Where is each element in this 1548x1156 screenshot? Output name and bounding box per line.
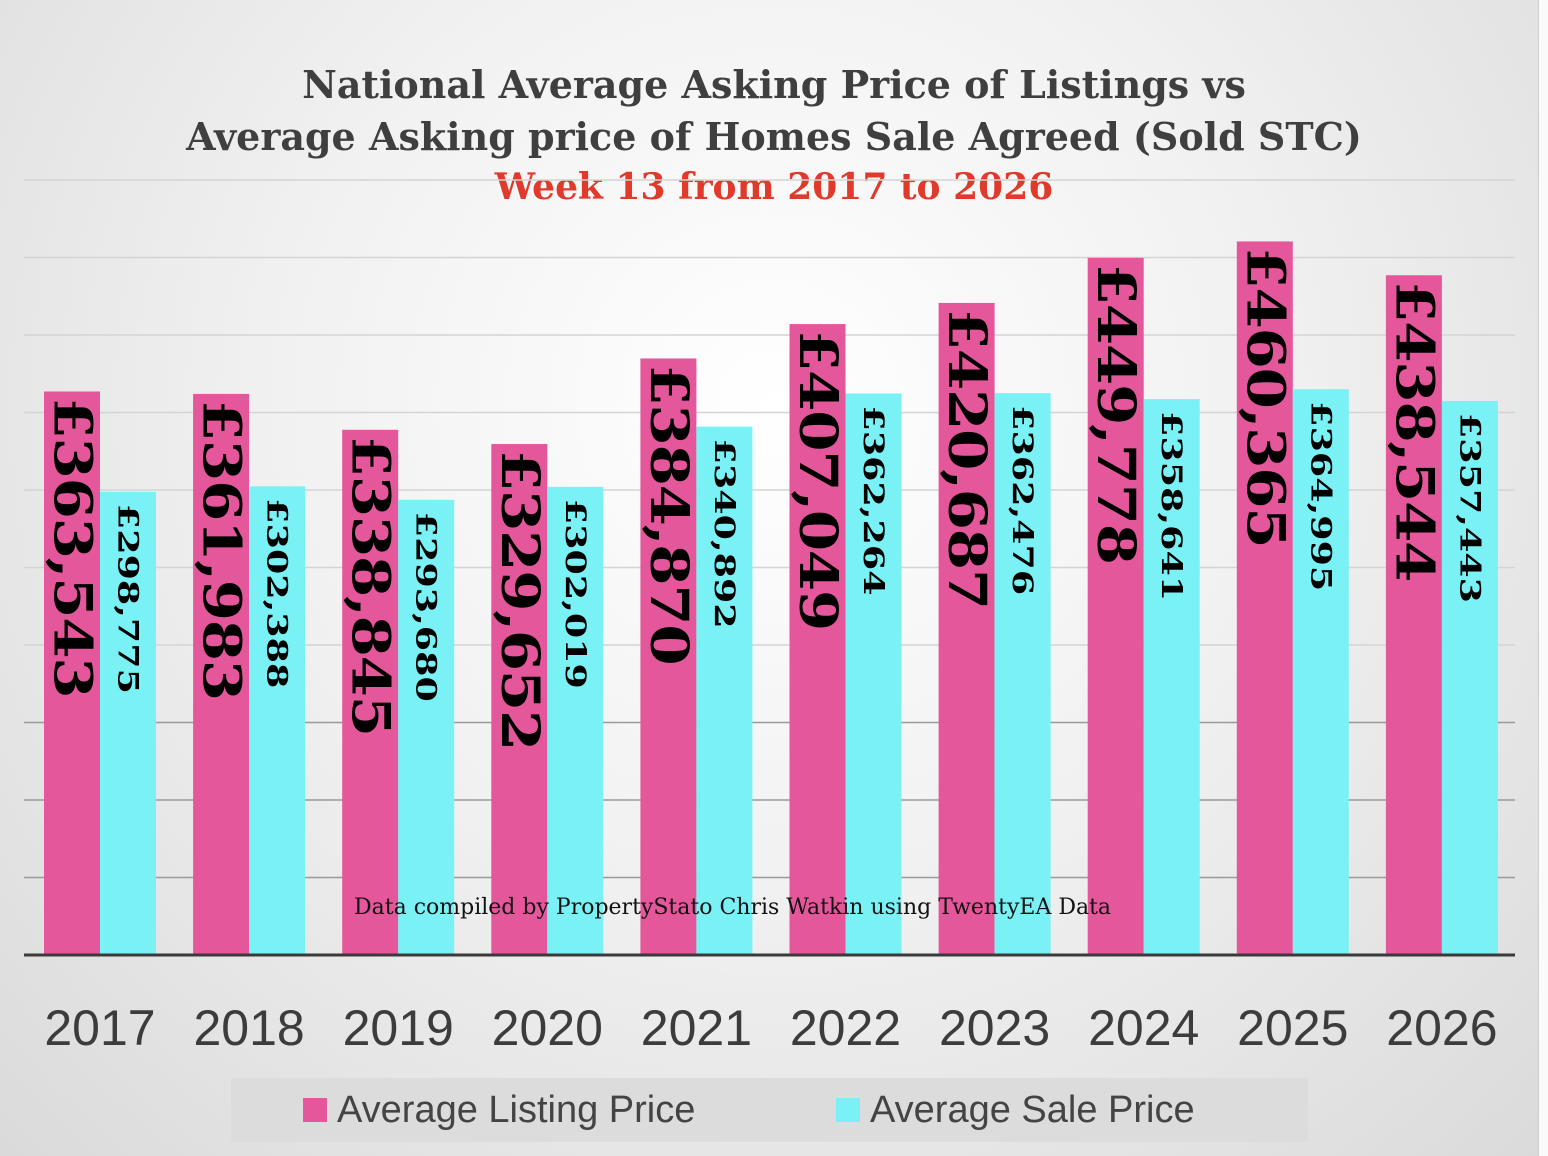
data-label-sale: £357,443 xyxy=(1453,413,1486,603)
data-label-sale: £358,641 xyxy=(1155,411,1188,601)
bar-listing-price xyxy=(640,358,697,955)
data-label-listing: £407,049 xyxy=(787,330,848,630)
data-label-listing: £363,543 xyxy=(42,398,103,698)
bar-listing-price xyxy=(1385,275,1442,955)
bar-listing-price xyxy=(1236,241,1293,955)
data-label-sale: £293,680 xyxy=(410,512,443,702)
data-label-listing: £384,870 xyxy=(638,364,699,664)
bar-sale-price xyxy=(398,499,455,955)
data-label-sale: £362,476 xyxy=(1006,405,1039,595)
bar-sale-price xyxy=(845,393,902,955)
bar-listing-price xyxy=(789,324,846,955)
legend: Average Listing Price Average Sale Price xyxy=(231,1078,1308,1142)
bar-listing-price xyxy=(44,391,100,955)
bar-listing-price xyxy=(342,429,399,955)
legend-label-listing: Average Listing Price xyxy=(337,1088,696,1131)
x-tick-label: 2018 xyxy=(193,1000,304,1056)
chart-title: National Average Asking Price of Listing… xyxy=(302,62,1246,107)
bar-chart: £363,543 £298,775 2017 £361,983 £302,388 2018… xyxy=(24,179,1515,1056)
data-label-listing: £361,983 xyxy=(191,400,252,700)
bar-sale-price xyxy=(1292,389,1349,955)
x-tick-label: 2024 xyxy=(1088,1000,1199,1056)
bar-sale-price xyxy=(1143,399,1200,955)
x-tick-label: 2020 xyxy=(492,1000,603,1056)
chart-title-line-2: Average Asking price of Homes Sale Agree… xyxy=(186,114,1362,159)
data-label-listing: £460,365 xyxy=(1234,247,1295,547)
x-tick-label: 2017 xyxy=(44,1000,155,1056)
data-label-sale: £302,388 xyxy=(261,498,294,688)
data-label-sale: £364,995 xyxy=(1304,401,1337,591)
x-tick-label: 2023 xyxy=(939,1000,1050,1056)
bar-sale-price xyxy=(696,426,753,955)
bar-sale-price xyxy=(100,491,156,955)
legend-swatch-listing xyxy=(303,1098,327,1122)
data-label-sale: £298,775 xyxy=(112,504,145,694)
legend-item-sale: Average Sale Price xyxy=(836,1078,1195,1142)
data-label-sale: £362,264 xyxy=(857,405,890,595)
data-label-listing: £338,845 xyxy=(340,436,401,736)
x-tick-label: 2026 xyxy=(1386,1000,1497,1056)
bar-sale-price xyxy=(994,393,1051,955)
x-tick-label: 2025 xyxy=(1237,1000,1348,1056)
data-label-listing: £329,652 xyxy=(489,450,550,750)
bar-listing-price xyxy=(193,393,250,955)
x-tick-label: 2019 xyxy=(343,1000,454,1056)
bar-listing-price xyxy=(938,302,995,955)
bar-listing-price xyxy=(491,444,548,955)
bar-sale-price xyxy=(1441,400,1498,955)
legend-label-sale: Average Sale Price xyxy=(870,1088,1195,1131)
legend-item-listing: Average Listing Price xyxy=(303,1078,695,1142)
bar-sale-price xyxy=(249,486,306,955)
window-edge xyxy=(1538,0,1548,1156)
data-label-listing: £438,544 xyxy=(1383,281,1444,581)
legend-swatch-sale xyxy=(836,1098,860,1122)
data-label-listing: £449,778 xyxy=(1085,264,1146,564)
data-credit-annotation: Data compiled by PropertyStato Chris Wat… xyxy=(354,895,1112,920)
data-label-listing: £420,687 xyxy=(936,309,997,609)
x-tick-label: 2022 xyxy=(790,1000,901,1056)
x-tick-label: 2021 xyxy=(641,1000,752,1056)
data-label-sale: £340,892 xyxy=(708,439,741,629)
chart-subtitle: Week 13 from 2017 to 2026 xyxy=(494,166,1054,208)
data-label-sale: £302,019 xyxy=(559,499,592,689)
bar-sale-price xyxy=(547,486,604,955)
bar-listing-price xyxy=(1087,257,1144,955)
